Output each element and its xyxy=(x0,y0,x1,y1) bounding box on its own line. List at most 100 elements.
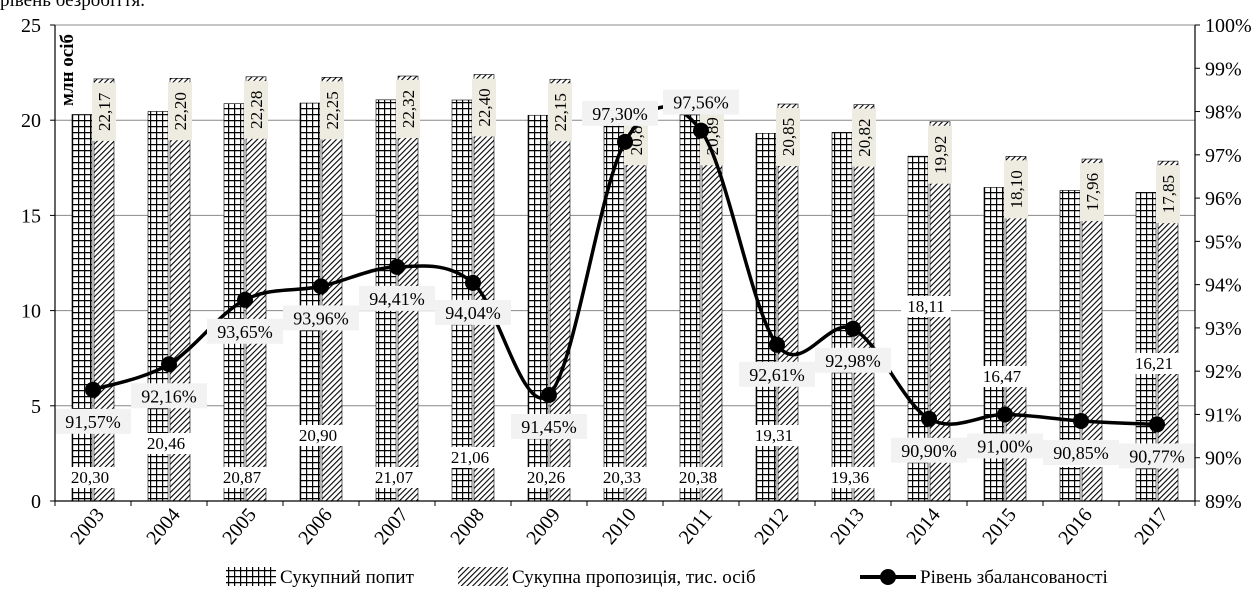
balance-label-box xyxy=(815,347,891,373)
y-left-tick-label: 15 xyxy=(21,205,41,227)
balance-label: 90,85% xyxy=(1053,443,1109,463)
balance-label: 97,30% xyxy=(592,104,648,124)
y-right-tick-label: 97% xyxy=(1205,145,1242,167)
bar-demand xyxy=(71,114,93,502)
balance-label: 97,56% xyxy=(673,93,729,113)
bar-demand xyxy=(527,114,549,502)
balance-label-box xyxy=(967,433,1043,459)
demand-label: 20,38 xyxy=(679,468,717,487)
bar-supply xyxy=(93,78,115,502)
balance-label: 90,90% xyxy=(901,441,957,461)
top-caption: рівень безробіття. xyxy=(0,0,145,11)
supply-label: 19,92 xyxy=(931,136,950,174)
balance-label: 91,00% xyxy=(977,436,1033,456)
legend-marker xyxy=(880,569,896,585)
balance-point xyxy=(161,356,177,373)
demand-label: 19,36 xyxy=(831,468,869,487)
demand-label-box xyxy=(597,467,647,488)
bar-demand xyxy=(831,132,853,502)
balance-point xyxy=(313,278,329,295)
y-right-tick-label: 92% xyxy=(1205,361,1242,383)
demand-label: 16,47 xyxy=(983,367,1022,386)
demand-label-box xyxy=(521,467,571,488)
supply-label: 22,15 xyxy=(551,93,570,131)
balance-point xyxy=(465,274,481,291)
x-tick-label: 2016 xyxy=(1054,504,1097,549)
supply-label-box xyxy=(776,108,800,167)
balance-label-box xyxy=(1043,439,1119,465)
legend-label-supply: Сукупна пропозиція, тис. осіб xyxy=(512,567,756,588)
x-tick-label: 2009 xyxy=(522,504,565,549)
demand-label: 18,11 xyxy=(907,297,945,316)
x-tick-label: 2013 xyxy=(826,504,869,549)
balance-label-box xyxy=(207,318,283,344)
y-right-tick-label: 93% xyxy=(1205,318,1242,340)
balance-label: 91,45% xyxy=(521,417,577,437)
y-right-tick-label: 90% xyxy=(1205,448,1242,470)
balance-label: 94,04% xyxy=(445,303,501,323)
demand-label: 16,21 xyxy=(1135,354,1173,373)
balance-label-box xyxy=(283,305,359,331)
supply-label: 22,25 xyxy=(323,91,342,129)
demand-label: 20,46 xyxy=(147,434,185,453)
demand-label-box xyxy=(445,447,495,468)
balance-point xyxy=(541,386,557,403)
balance-label: 90,77% xyxy=(1129,446,1185,466)
supply-label-box xyxy=(1080,163,1104,222)
supply-label-box xyxy=(92,82,116,141)
bar-labels: 22,17 22,20 22,28 22,25 22,32 22,40 22,1520,89… xyxy=(65,78,1180,488)
demand-label-box xyxy=(217,467,267,488)
x-tick-label: 2008 xyxy=(446,504,489,549)
balance-label-box xyxy=(1119,443,1195,469)
balance-label: 92,61% xyxy=(749,365,805,385)
supply-label-box xyxy=(1156,165,1180,224)
y-left-tick-label: 20 xyxy=(21,110,41,132)
balance-labels: 91,57% 92,16% 93,65% 93,96% 94,41% 94,04% 91,4… xyxy=(55,89,1195,469)
demand-label-box xyxy=(369,467,419,488)
supply-label: 22,32 xyxy=(399,90,418,128)
supply-label-box xyxy=(396,80,420,139)
supply-label: 18,10 xyxy=(1007,170,1026,208)
balance-label-box xyxy=(663,89,739,115)
balance-label: 94,41% xyxy=(369,289,425,309)
balance-label-box xyxy=(131,383,207,409)
legend-swatch-demand xyxy=(226,567,276,586)
x-tick-label: 2011 xyxy=(675,504,717,548)
x-tick-label: 2007 xyxy=(370,504,413,549)
bar-demand xyxy=(679,112,701,502)
demand-label-box xyxy=(673,467,723,488)
balance-label: 93,65% xyxy=(217,322,273,342)
supply-label: 20,85 xyxy=(779,118,798,156)
demand-label-box xyxy=(141,433,191,454)
balance-label-box xyxy=(739,361,815,387)
legend-label-balance: Рівень збалансованості xyxy=(920,567,1108,588)
supply-label: 20,82 xyxy=(855,118,874,156)
supply-label-box xyxy=(928,125,952,184)
demand-label: 19,31 xyxy=(755,426,793,445)
balance-label: 93,96% xyxy=(293,308,349,328)
balance-point xyxy=(1149,416,1165,433)
balance-point xyxy=(769,336,785,353)
y-left-tick-label: 0 xyxy=(31,491,41,513)
demand-label: 21,06 xyxy=(451,448,489,467)
balance-point xyxy=(389,258,405,275)
balance-label-box xyxy=(435,299,511,325)
demand-label: 20,87 xyxy=(223,468,262,487)
balance-point xyxy=(85,381,101,398)
x-tick-label: 2003 xyxy=(66,504,109,549)
y-left-tick-label: 25 xyxy=(21,15,41,37)
legend: Сукупний попит Сукупна пропозиція, тис. … xyxy=(226,567,1108,588)
demand-label: 20,90 xyxy=(299,426,337,445)
balance-label-box xyxy=(891,437,967,463)
supply-label-box xyxy=(472,78,496,137)
supply-label: 22,40 xyxy=(475,88,494,126)
y-right-tick-label: 99% xyxy=(1205,58,1242,80)
y-right-tick-label: 98% xyxy=(1205,102,1242,124)
y-left-tick-label: 5 xyxy=(31,396,41,418)
bar-supply xyxy=(245,76,267,502)
x-tick-label: 2015 xyxy=(978,504,1021,549)
x-tick-label: 2004 xyxy=(142,504,185,549)
balance-label-box xyxy=(582,100,658,126)
supply-label: 22,17 xyxy=(95,92,114,131)
